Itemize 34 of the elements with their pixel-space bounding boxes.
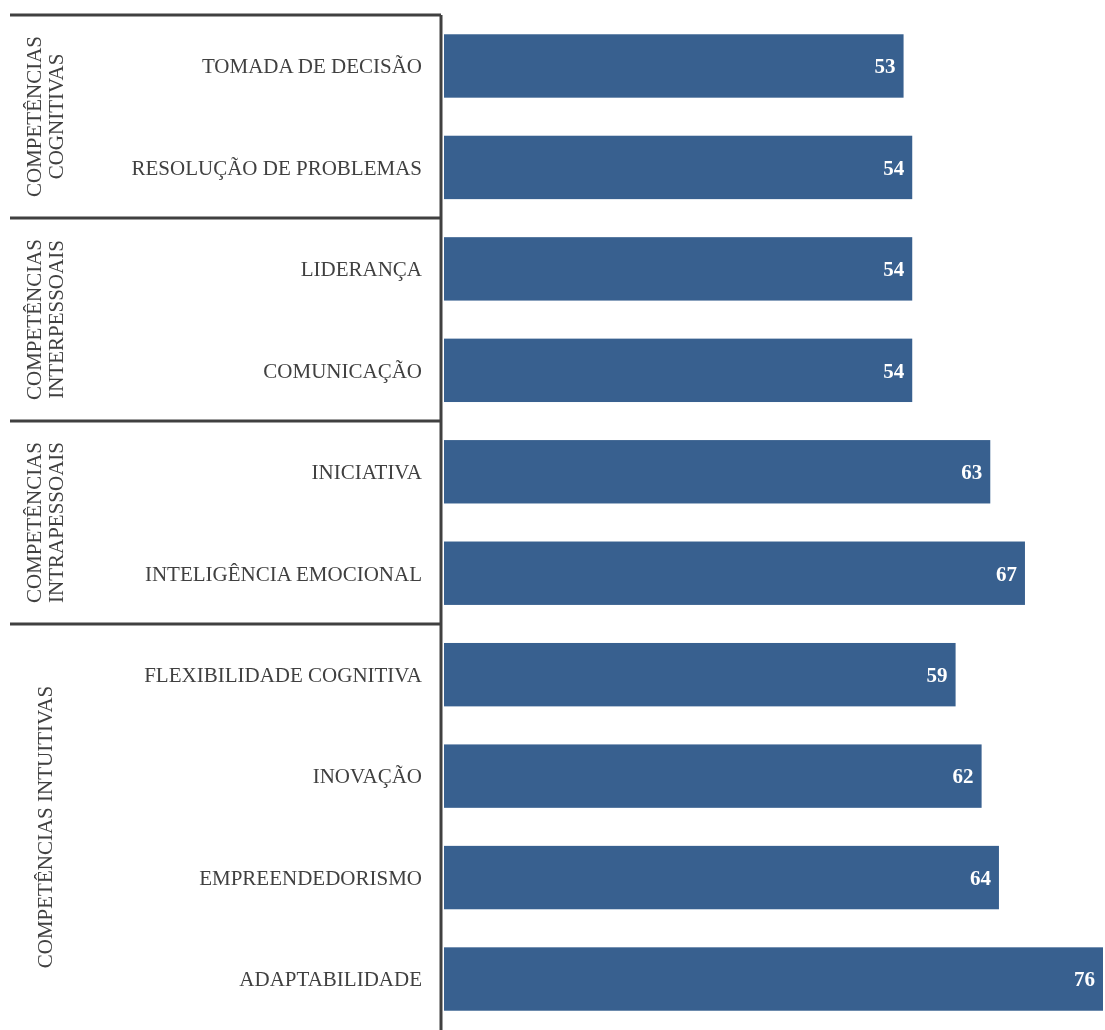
y-tick-label: INOVAÇÃO bbox=[312, 764, 422, 789]
y-tick-label: COMUNICAÇÃO bbox=[263, 358, 422, 383]
y-tick-label: LIDERANÇA bbox=[300, 257, 423, 282]
data-label: 63 bbox=[961, 460, 983, 485]
y-tick-label: TOMADA DE DECISÃO bbox=[201, 54, 422, 79]
y-tick-label: EMPREENDEDORISMO bbox=[199, 865, 422, 890]
text: COMPETÊNCIAS COGNITIVAS bbox=[22, 35, 69, 198]
bar bbox=[444, 237, 913, 301]
data-label: 53 bbox=[874, 54, 896, 79]
data-label: 54 bbox=[883, 358, 905, 383]
bar bbox=[444, 642, 956, 707]
data-label: 54 bbox=[883, 155, 905, 180]
bar bbox=[444, 135, 913, 200]
text: COMPETÊNCIAS INTUITIVAS bbox=[33, 685, 58, 969]
y-tick-label: ADAPTABILIDADE bbox=[239, 967, 422, 992]
data-label: 64 bbox=[969, 865, 992, 890]
bar bbox=[444, 440, 991, 504]
y-tick-label: INICIATIVA bbox=[311, 460, 423, 485]
y-tick-label: RESOLUÇÃO DE PROBLEMAS bbox=[131, 155, 422, 180]
data-label: 67 bbox=[995, 561, 1017, 586]
data-label: 54 bbox=[883, 257, 905, 282]
data-label: 76 bbox=[1074, 967, 1095, 992]
bar bbox=[444, 845, 999, 910]
text: COMPETÊNCIAS INTERPESSOAIS bbox=[22, 238, 69, 401]
bar bbox=[444, 744, 982, 808]
bar bbox=[444, 541, 1025, 605]
y-tick-label: INTELIGÊNCIA EMOCIONAL bbox=[144, 561, 422, 586]
bar bbox=[444, 947, 1103, 1011]
data-label: 59 bbox=[926, 663, 948, 688]
bar bbox=[444, 34, 904, 98]
text: COMPETÊNCIAS INTRAPESSOAIS bbox=[22, 441, 69, 604]
y-tick-label: FLEXIBILIDADE COGNITIVA bbox=[144, 663, 423, 688]
bar bbox=[444, 338, 913, 403]
data-label: 62 bbox=[952, 764, 974, 789]
